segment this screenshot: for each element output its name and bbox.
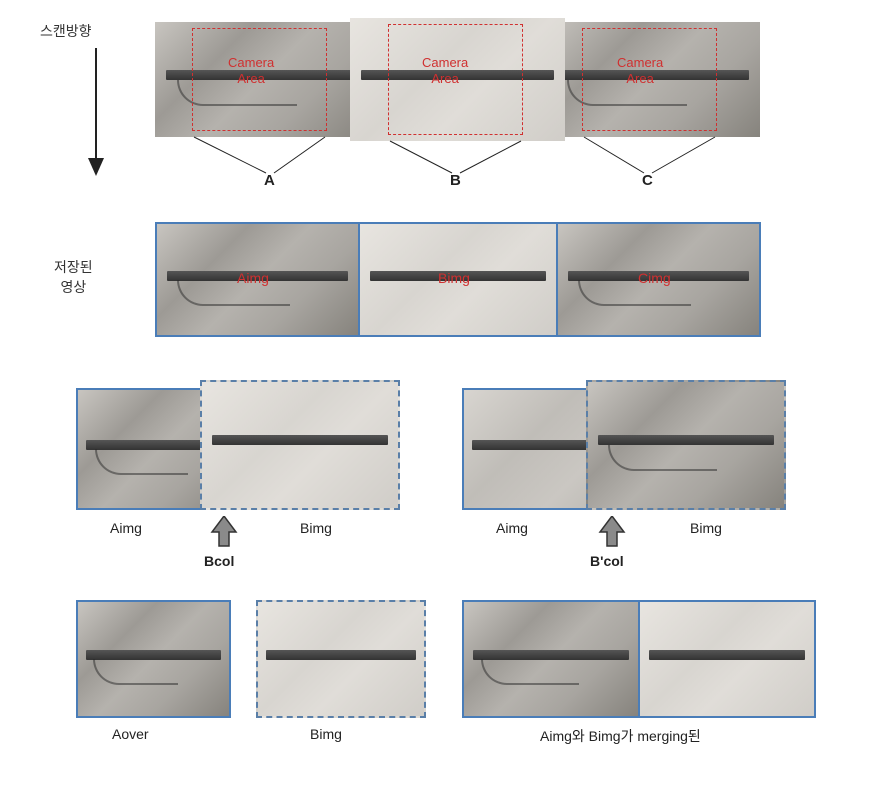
row3-left-aimg-caption: Aimg: [110, 520, 142, 536]
row3-right-aimg-caption: Aimg: [496, 520, 528, 536]
label-c: C: [642, 172, 653, 189]
stored-bimg-text: Bimg: [438, 270, 470, 287]
row4-merged-left: [462, 600, 640, 718]
row4-bimg-caption: Bimg: [310, 726, 342, 742]
stored-image-label: 저장된영상: [54, 258, 93, 297]
bcol-label: Bcol: [204, 553, 234, 569]
camera-area-text-a: CameraArea: [228, 55, 274, 86]
scan-direction-label: 스캔방향: [40, 22, 92, 42]
label-b: B: [450, 172, 461, 189]
stored-cimg-text: Cimg: [638, 270, 671, 287]
row3-right-bimg: [586, 380, 786, 510]
row4-aover-caption: Aover: [112, 726, 149, 742]
bpcol-arrow-icon: [598, 516, 626, 555]
camera-area-text-c: CameraArea: [617, 55, 663, 86]
bpcol-label: B'col: [590, 553, 624, 569]
row4-merged-right: [638, 600, 816, 718]
row4-merged-caption: Aimg와 Bimg가 merging된: [540, 726, 701, 746]
row3-right-bimg-caption: Bimg: [690, 520, 722, 536]
row4-aover: [76, 600, 231, 718]
row4-bimg-dash: [256, 600, 426, 718]
stored-aimg-text: Aimg: [237, 270, 269, 287]
row3-left-bimg: [200, 380, 400, 510]
label-a: A: [264, 172, 275, 189]
camera-area-text-b: CameraArea: [422, 55, 468, 86]
row3-left-bimg-caption: Bimg: [300, 520, 332, 536]
scan-direction-arrow-icon: [86, 48, 106, 178]
bcol-arrow-icon: [210, 516, 238, 555]
